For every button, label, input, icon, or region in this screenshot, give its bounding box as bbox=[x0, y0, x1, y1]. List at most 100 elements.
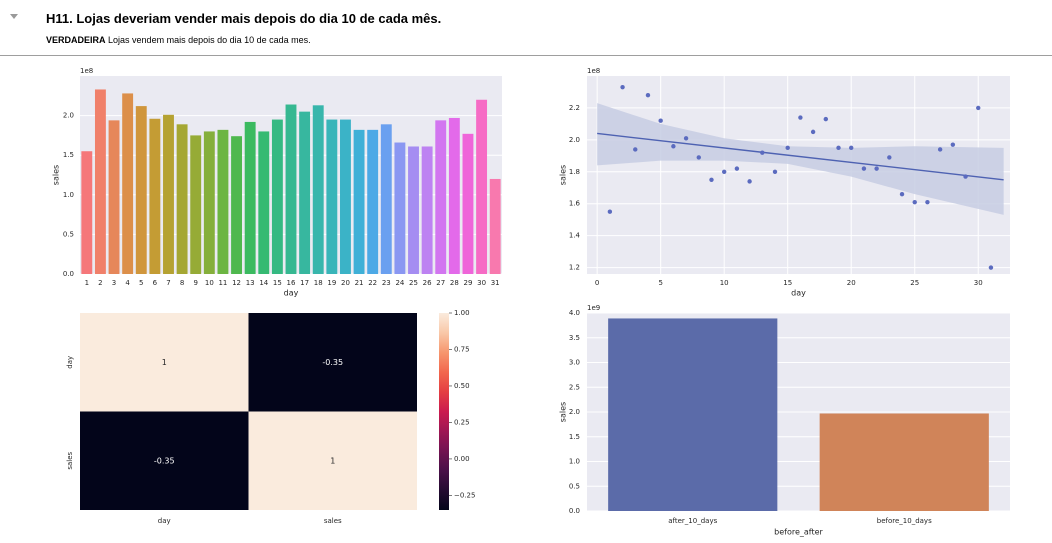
regplot-ytick-label: 1.4 bbox=[569, 232, 581, 240]
bar-chart-xtick-label: 10 bbox=[205, 279, 214, 287]
bar-chart-bar-day-30 bbox=[476, 99, 488, 274]
bar-chart-xtick-label: 4 bbox=[125, 279, 130, 287]
heatmap-colorbar-tick-label: 0.00 bbox=[454, 455, 470, 463]
regplot-point-day-25 bbox=[912, 199, 917, 205]
bar-chart-xtick-label: 16 bbox=[287, 279, 296, 287]
bar-chart-bar-day-18 bbox=[312, 105, 324, 274]
bar-chart-xtick-label: 21 bbox=[355, 279, 364, 287]
bar-chart-ytick-label: 0.5 bbox=[63, 230, 74, 238]
bar-chart-xtick-label: 7 bbox=[166, 279, 170, 287]
bar-chart-xtick-label: 29 bbox=[464, 279, 473, 287]
section-title: H11. Lojas deveriam vender mais depois d… bbox=[46, 11, 442, 26]
bar-chart-xtick-label: 6 bbox=[153, 279, 158, 287]
heatmap-colorbar bbox=[439, 313, 449, 510]
regplot-regression-line bbox=[597, 132, 1004, 181]
bar-chart-bar-day-9 bbox=[190, 135, 202, 274]
bar-chart-xtick-label: 11 bbox=[218, 279, 227, 287]
section-divider bbox=[0, 55, 1052, 56]
bar-chart-bar-day-19 bbox=[326, 119, 338, 274]
heatmap-colorbar-tick-label: 0.50 bbox=[454, 382, 470, 390]
regplot-point-day-24 bbox=[899, 191, 905, 197]
collapse-toggle-icon[interactable] bbox=[10, 14, 18, 19]
regplot-offset-text: 1e8 bbox=[587, 67, 600, 75]
bar-chart-xtick-label: 12 bbox=[232, 279, 241, 287]
regplot-point-day-19 bbox=[836, 145, 841, 151]
heatmap-ytick-label: day bbox=[66, 356, 74, 369]
regplot-point-day-12 bbox=[747, 179, 752, 184]
bar-chart-xtick-label: 1 bbox=[85, 279, 89, 287]
regplot-ytick-label: 1.6 bbox=[569, 200, 581, 208]
bar-chart-xtick-label: 13 bbox=[246, 279, 255, 287]
bar-chart-xtick-label: 23 bbox=[382, 279, 391, 287]
before-after-xtick-label: after_10_days bbox=[668, 517, 717, 525]
before-after-xlabel: before_after bbox=[774, 528, 823, 537]
bar-chart-ytick-label: 0.0 bbox=[63, 270, 74, 278]
regplot-xtick-label: 20 bbox=[847, 279, 856, 287]
regplot-xtick-label: 30 bbox=[974, 279, 983, 287]
bar-chart-bar-day-24 bbox=[394, 142, 406, 274]
regplot-point-day-29 bbox=[963, 174, 968, 179]
bar-chart-xtick-label: 14 bbox=[259, 279, 268, 287]
regplot-point-day-6 bbox=[671, 144, 676, 149]
before-after-ytick-label: 3.0 bbox=[569, 359, 580, 367]
regplot-point-day-14 bbox=[772, 169, 778, 175]
bar-chart-bar-day-25 bbox=[408, 146, 419, 274]
regplot-point-day-18 bbox=[823, 116, 829, 122]
regplot-confidence-band bbox=[597, 103, 1004, 215]
bar-chart-xtick-label: 15 bbox=[273, 279, 282, 287]
heatmap-ytick-label: sales bbox=[66, 451, 74, 469]
bar-chart-xtick-label: 27 bbox=[436, 279, 445, 287]
regplot-point-day-7 bbox=[683, 136, 689, 141]
bar-chart-xtick-label: 8 bbox=[180, 279, 184, 287]
bar-chart-xtick-label: 18 bbox=[314, 279, 323, 287]
regplot-point-day-26 bbox=[925, 199, 930, 205]
heatmap-colorbar-tick-label: −0.25 bbox=[454, 491, 475, 499]
bar-chart-bar-day-11 bbox=[217, 129, 229, 274]
before-after-ytick-label: 1.0 bbox=[569, 458, 580, 466]
bar-chart-bar-day-27 bbox=[435, 120, 447, 275]
before-after-xtick-label: before_10_days bbox=[877, 517, 932, 525]
regplot-point-day-17 bbox=[810, 129, 816, 135]
bar-chart-bar-day-7 bbox=[163, 114, 174, 274]
regplot-point-day-30 bbox=[976, 105, 981, 111]
bar-chart-bar-day-2 bbox=[94, 89, 106, 275]
heatmap-cell-label: -0.35 bbox=[154, 456, 175, 465]
bar-chart-bar-day-8 bbox=[176, 124, 188, 274]
regplot-point-day-9 bbox=[709, 177, 714, 182]
regplot-ylabel: sales bbox=[559, 165, 568, 185]
before-after-ylabel: sales bbox=[559, 402, 568, 422]
before-after-ytick-label: 3.5 bbox=[569, 334, 580, 342]
before-after-ytick-label: 0.0 bbox=[569, 507, 580, 515]
regplot-point-day-31 bbox=[988, 265, 994, 270]
bar-chart-xtick-label: 30 bbox=[477, 279, 486, 287]
heatmap-cell-sales-sales bbox=[248, 411, 417, 510]
regplot-ytick-label: 1.8 bbox=[569, 168, 580, 176]
heatmap-cell-label: 1 bbox=[162, 358, 167, 367]
bar-chart-bar-day-12 bbox=[231, 136, 242, 274]
bar-chart-xtick-label: 20 bbox=[341, 279, 350, 287]
before-after-ytick-label: 2.0 bbox=[569, 408, 580, 416]
before-after-bar-after_10_days bbox=[608, 318, 778, 511]
bar-chart-bar-day-31 bbox=[489, 178, 501, 274]
regplot-xtick-label: 0 bbox=[595, 279, 599, 287]
bar-chart-xtick-label: 25 bbox=[409, 279, 418, 287]
regplot-ytick-label: 2.2 bbox=[569, 104, 580, 112]
heatmap-cell-label: 1 bbox=[330, 456, 335, 465]
verdict-label: VERDADEIRA bbox=[46, 35, 106, 45]
bar-chart-bar-day-28 bbox=[448, 117, 460, 274]
before-after-ytick-label: 4.0 bbox=[569, 309, 580, 317]
heatmap-colorbar-tick-label: 0.25 bbox=[454, 418, 470, 426]
bar-chart-ytick-label: 1.0 bbox=[63, 191, 74, 199]
before-after-ytick-label: 0.5 bbox=[569, 482, 580, 490]
regplot-point-day-22 bbox=[874, 166, 879, 171]
section-subtitle: VERDADEIRA Lojas vendem mais depois do d… bbox=[46, 35, 311, 45]
bar-chart-xtick-label: 2 bbox=[98, 279, 102, 287]
regplot-point-day-16 bbox=[798, 115, 803, 120]
regplot-point-day-27 bbox=[937, 147, 943, 152]
bar-chart-xtick-label: 24 bbox=[395, 279, 404, 287]
regplot-point-day-5 bbox=[658, 118, 663, 123]
regplot-ytick-label: 2.0 bbox=[569, 136, 580, 144]
bar-chart-xtick-label: 9 bbox=[193, 279, 197, 287]
bar-chart-bar-day-15 bbox=[271, 119, 283, 274]
